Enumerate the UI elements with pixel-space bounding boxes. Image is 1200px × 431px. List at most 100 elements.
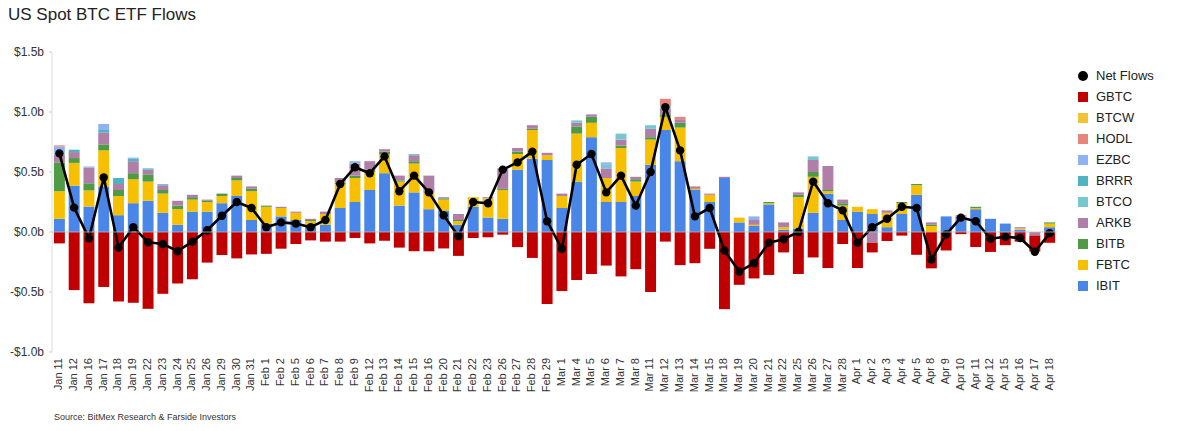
chart-svg: US Spot BTC ETF Flows-$1.0b-$0.5b$0.0b$0… — [0, 0, 1200, 431]
bar — [837, 199, 848, 200]
bar — [616, 134, 627, 140]
point — [395, 187, 403, 195]
bar — [808, 156, 819, 160]
bar — [394, 175, 405, 176]
bar — [704, 194, 715, 195]
bar — [128, 159, 139, 161]
bar — [157, 185, 168, 190]
bar — [157, 190, 168, 194]
bar — [527, 232, 538, 258]
bar — [468, 197, 479, 207]
bar — [630, 176, 641, 177]
bar — [911, 195, 922, 232]
bar — [216, 193, 227, 194]
bar — [808, 172, 819, 177]
bar — [350, 161, 361, 162]
point — [85, 234, 93, 242]
bar — [216, 193, 227, 194]
bar — [586, 114, 597, 115]
bar — [882, 210, 893, 211]
bar — [852, 206, 863, 207]
bar — [468, 197, 479, 198]
point — [336, 180, 344, 188]
bar — [394, 175, 405, 176]
bar — [822, 166, 833, 167]
bar — [1015, 227, 1026, 228]
bar — [1000, 223, 1011, 224]
bar — [837, 199, 848, 200]
bar — [202, 199, 213, 200]
bar — [941, 216, 952, 217]
bar — [246, 220, 257, 232]
bar — [1000, 223, 1011, 224]
legend-label: HODL — [1096, 131, 1132, 146]
bar — [1000, 224, 1011, 232]
bar — [616, 133, 627, 134]
bar — [453, 214, 464, 220]
bar — [143, 168, 154, 169]
point — [410, 171, 418, 179]
bar — [202, 199, 213, 200]
x-tick-label: Feb 20 — [437, 358, 449, 392]
bar — [246, 186, 257, 187]
point — [661, 103, 669, 111]
bar — [143, 168, 154, 169]
bar — [734, 217, 745, 218]
bar — [423, 175, 434, 176]
bar — [734, 218, 745, 223]
bar — [1000, 223, 1011, 224]
bar — [69, 232, 80, 290]
bar — [453, 214, 464, 215]
bar — [379, 149, 390, 150]
x-tick-label: Mar 19 — [732, 358, 744, 392]
bar — [276, 206, 287, 207]
y-tick-label: -$1.0b — [10, 345, 44, 359]
bar — [704, 194, 715, 195]
bar — [113, 184, 124, 190]
bar — [571, 123, 582, 127]
bar — [438, 197, 449, 198]
x-tick-label: Jan 18 — [111, 358, 123, 391]
bar — [1015, 227, 1026, 228]
bar — [867, 209, 878, 210]
point — [247, 204, 255, 212]
bar — [187, 195, 198, 197]
bar — [350, 202, 361, 232]
bar — [926, 222, 937, 223]
bar — [1015, 227, 1026, 228]
bar — [793, 192, 804, 194]
bar — [630, 176, 641, 177]
bar — [128, 161, 139, 173]
point — [144, 238, 152, 246]
bar — [172, 200, 183, 201]
line — [59, 107, 1049, 271]
x-tick-label: Mar 6 — [599, 358, 611, 386]
bar — [276, 206, 287, 207]
bar — [216, 232, 227, 255]
point — [366, 169, 374, 177]
bar — [527, 125, 538, 126]
bar — [763, 204, 774, 232]
bar — [394, 175, 405, 176]
bar — [852, 212, 863, 232]
bar — [83, 232, 94, 303]
x-tick-label: Mar 18 — [717, 358, 729, 392]
bar — [172, 200, 183, 201]
bar — [689, 186, 700, 188]
bar — [438, 197, 449, 198]
x-axis: Jan 11Jan 12Jan 16Jan 17Jan 18Jan 19Jan … — [52, 358, 1054, 392]
bar — [896, 202, 907, 203]
bar — [172, 206, 183, 210]
x-tick-label: Feb 7 — [318, 358, 330, 386]
x-tick-label: Mar 25 — [791, 358, 803, 392]
bar — [157, 194, 168, 213]
bar — [83, 183, 94, 190]
bar — [69, 158, 80, 163]
bar — [54, 232, 65, 243]
bar — [290, 211, 301, 212]
bar — [763, 202, 774, 203]
bar — [113, 178, 124, 179]
bar — [394, 206, 405, 232]
bar — [941, 216, 952, 217]
bar — [305, 218, 316, 219]
